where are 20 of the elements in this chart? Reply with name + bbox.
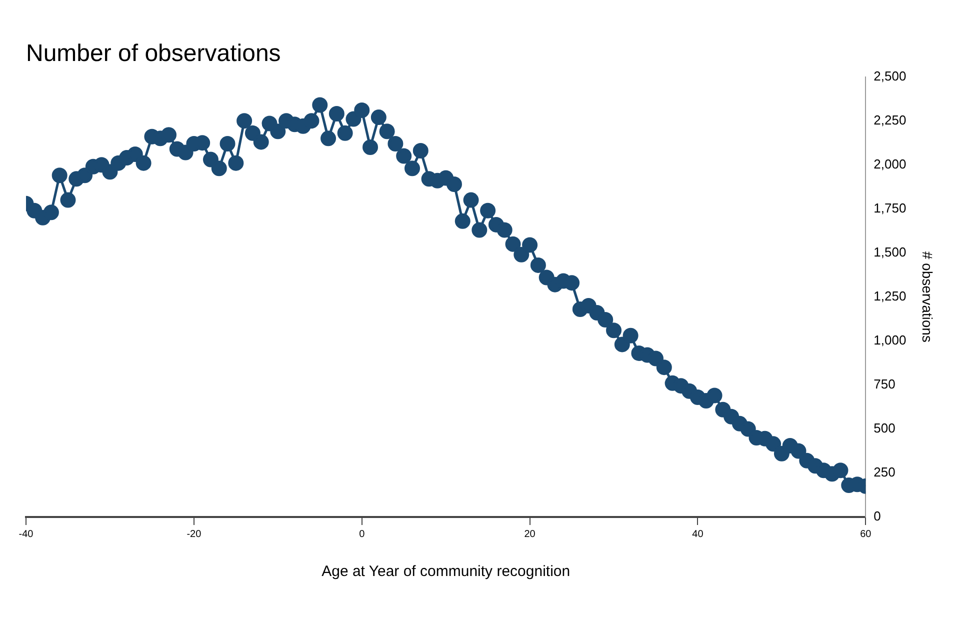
x-tick-label: 20 <box>524 528 536 540</box>
y-tick-label: 1,000 <box>874 332 906 348</box>
x-tick-label: -20 <box>186 528 202 540</box>
y-tick-label: 1,750 <box>874 200 906 216</box>
x-tick-label: 40 <box>692 528 704 540</box>
x-tick-label: -40 <box>18 528 34 540</box>
y-tick-label: 2,000 <box>874 156 906 172</box>
y-tick-label: 1,500 <box>874 244 906 260</box>
x-axis-title: Age at Year of community recognition <box>322 563 570 580</box>
x-tick-label: 0 <box>359 528 366 540</box>
y-tick-label: 750 <box>874 376 896 392</box>
y-tick-label: 250 <box>874 464 896 480</box>
y-tick-label: 500 <box>874 420 896 436</box>
y-tick-label: 2,500 <box>874 68 906 84</box>
y-tick-label: 2,250 <box>874 112 906 128</box>
x-tick-label: 60 <box>860 528 872 540</box>
y-tick-label: 1,250 <box>874 288 906 304</box>
chart-title: Number of observations <box>26 40 281 68</box>
y-tick-label: 0 <box>874 508 881 524</box>
y-axis-title: # observations <box>920 251 936 342</box>
